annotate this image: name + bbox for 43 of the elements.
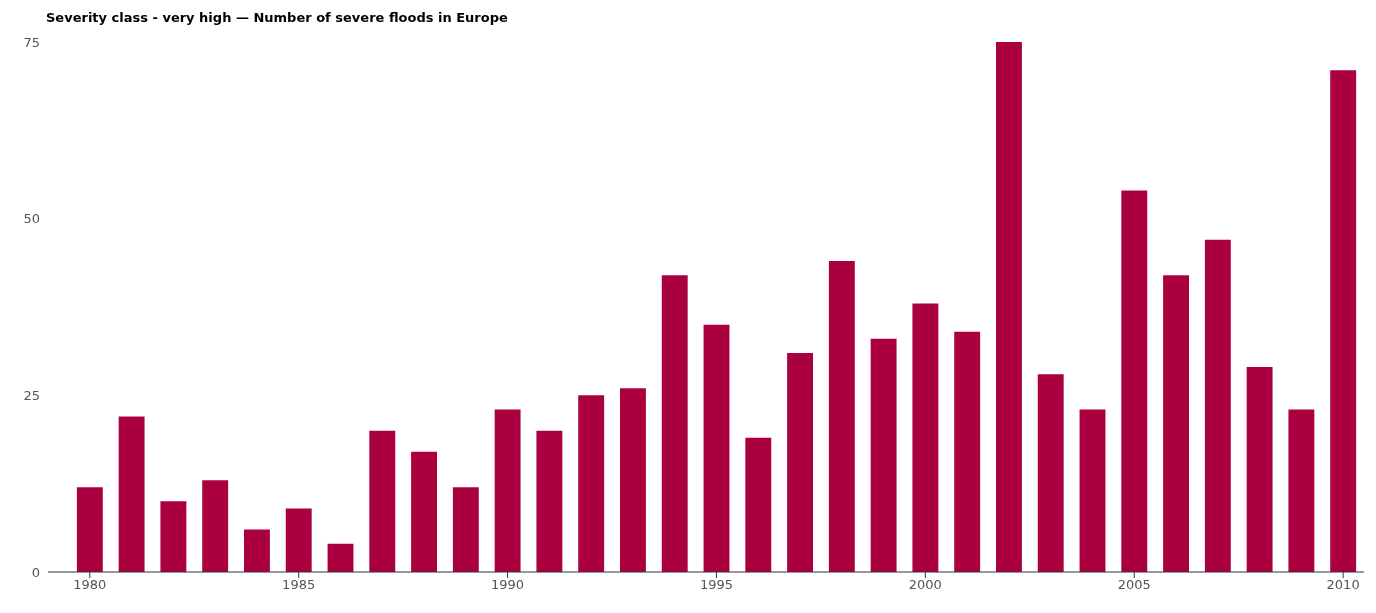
bar [369, 430, 396, 572]
x-tick-label: 1980 [73, 577, 107, 593]
bar [1204, 239, 1231, 572]
bar [1121, 190, 1148, 572]
bar [411, 451, 438, 572]
bar [452, 487, 479, 572]
bar [996, 42, 1022, 572]
bar [494, 409, 521, 572]
y-tick-label: 75 [23, 34, 40, 50]
bar [1330, 70, 1357, 572]
bar [1246, 367, 1273, 572]
y-tick-label: 0 [31, 564, 40, 580]
bar [1037, 374, 1064, 572]
x-tick-label: 1990 [491, 577, 525, 593]
bar [828, 261, 855, 572]
bar [76, 487, 103, 572]
bar [1163, 275, 1190, 572]
bar [703, 324, 730, 572]
y-tick-label: 25 [23, 387, 40, 403]
bar [912, 303, 939, 572]
bar [620, 388, 646, 572]
bar [954, 331, 981, 572]
bar [870, 338, 897, 572]
x-tick-label: 2010 [1326, 577, 1360, 593]
bar [1079, 409, 1106, 572]
bar [661, 275, 688, 572]
bar [118, 416, 145, 572]
y-tick-label: 50 [23, 211, 40, 227]
chart-title: Severity class - very high — Number of severe floods in Europe [46, 10, 508, 25]
bar [160, 501, 187, 572]
x-tick-label: 2005 [1117, 577, 1151, 593]
bar [578, 395, 605, 572]
bar [536, 430, 563, 572]
x-tick-label: 1985 [282, 577, 316, 593]
bar [1288, 409, 1315, 572]
bar [244, 529, 270, 572]
bar [285, 508, 312, 572]
bar [745, 437, 772, 572]
bar [787, 352, 814, 572]
x-tick-label: 1995 [699, 577, 733, 593]
x-tick-label: 2000 [908, 577, 942, 593]
bar [202, 480, 229, 572]
bar [327, 543, 354, 572]
